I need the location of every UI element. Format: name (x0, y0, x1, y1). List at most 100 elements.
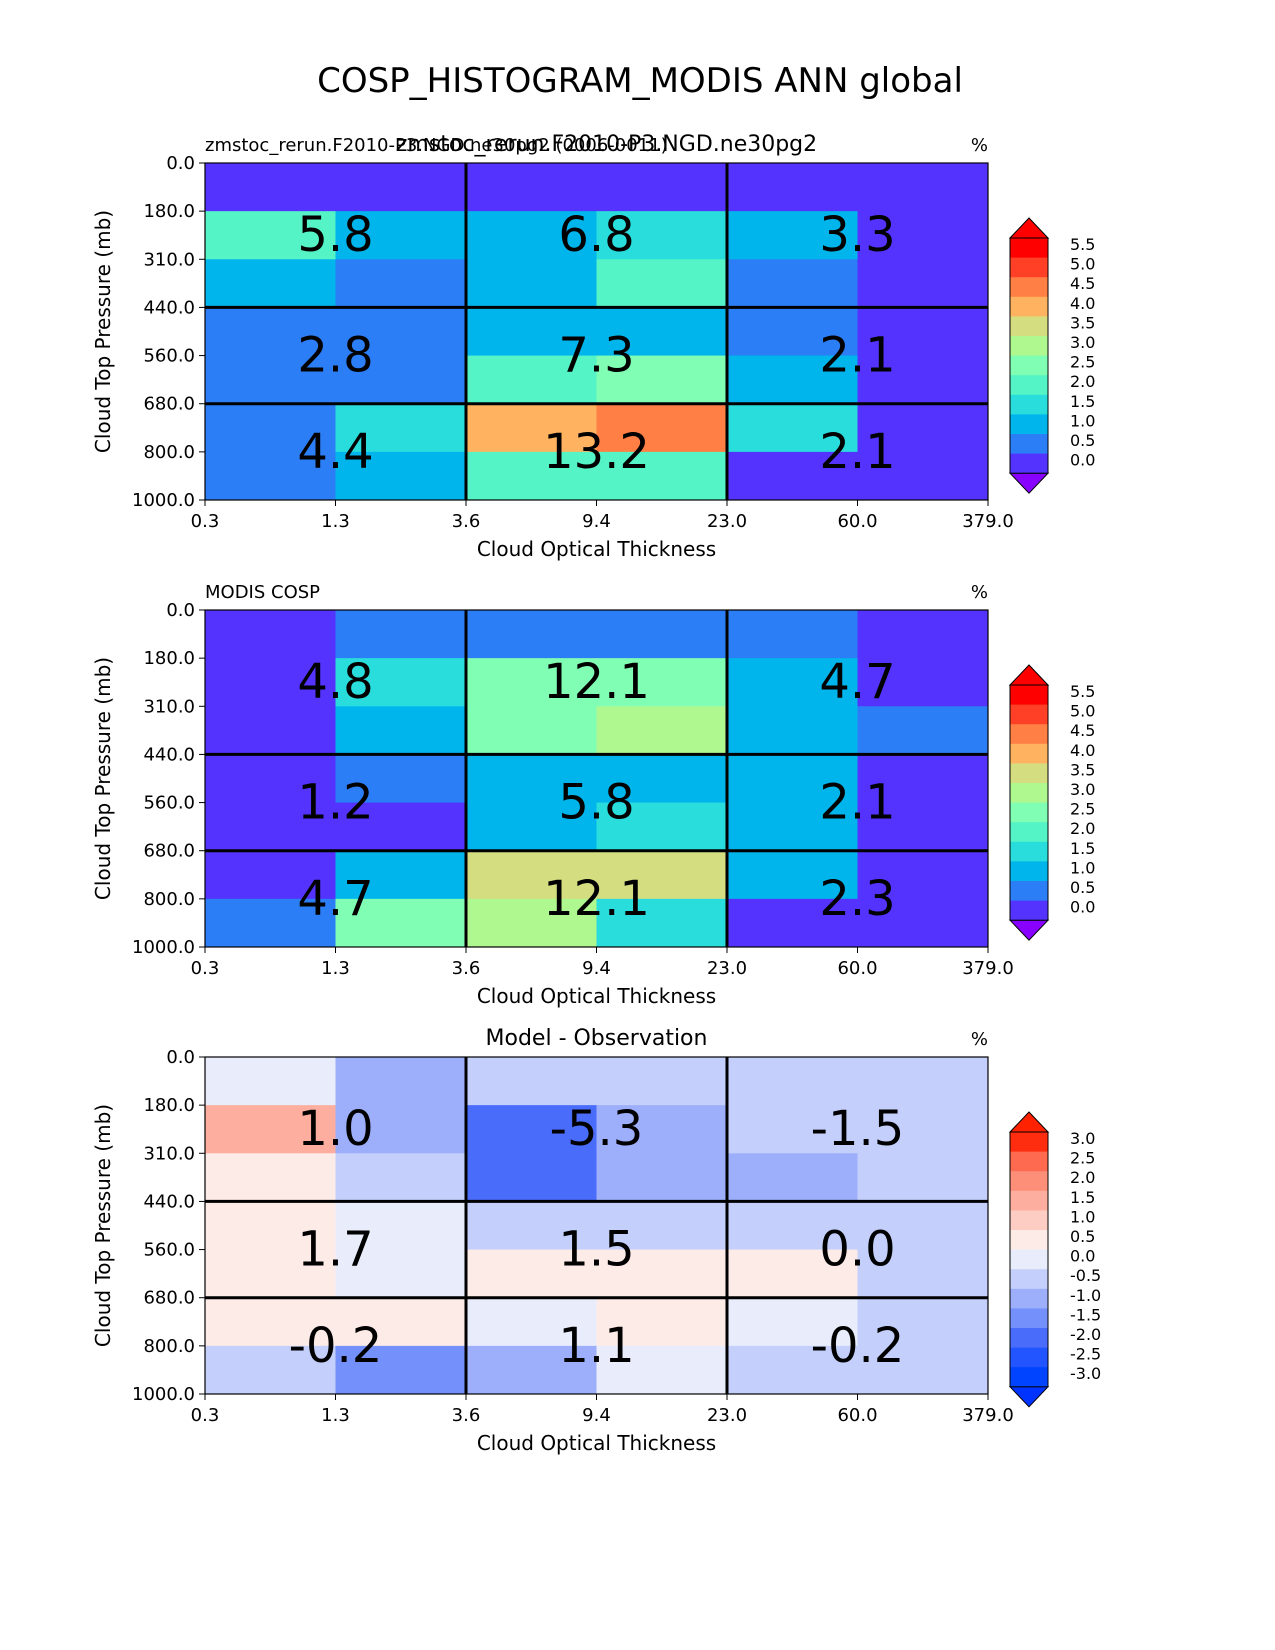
colorbar-segment (1010, 1328, 1048, 1349)
colorbar-tick-label: 2.0 (1070, 1168, 1095, 1187)
heatmap-cell (857, 1297, 989, 1347)
colorbar-tick-label: 1.5 (1070, 1188, 1095, 1207)
x-tick-label: 9.4 (582, 511, 611, 532)
block-total-label: -0.2 (289, 1318, 383, 1374)
block-total-label: 4.7 (819, 654, 895, 710)
y-tick-label: 680.0 (143, 1288, 195, 1309)
heatmap-cell (596, 706, 728, 755)
y-axis-label: Cloud Top Pressure (mb) (91, 657, 115, 900)
heatmap-cell (335, 163, 467, 212)
colorbar-tick-label: -3.0 (1070, 1364, 1101, 1383)
y-tick-label: 1000.0 (132, 937, 195, 958)
colorbar-segment (1010, 453, 1048, 474)
colorbar-tick-label: 3.0 (1070, 333, 1095, 352)
heatmap-cell (335, 451, 467, 501)
colorbar-segment (1010, 1190, 1048, 1211)
colorbar-segment (1010, 375, 1048, 396)
colorbar-frame (1009, 1131, 1049, 1388)
colorbar-tick-label: 0.5 (1070, 431, 1095, 450)
heatmap-cell (857, 163, 989, 212)
heatmap-cell (596, 1105, 728, 1154)
heatmap-cell (727, 1057, 858, 1106)
colorbar: 3.02.52.01.51.00.50.0-0.5-1.0-1.5-2.0-2.… (1008, 1111, 1101, 1408)
heatmap-cell (466, 1057, 597, 1106)
colorbar-segment (1010, 277, 1048, 298)
y-tick-label: 800.0 (143, 889, 195, 910)
colorbar-frame (1009, 684, 1049, 921)
colorbar-extend-top (1008, 1111, 1050, 1133)
colorbar-tick-label: -0.5 (1070, 1266, 1101, 1285)
colorbar-segment (1010, 355, 1048, 376)
colorbar-tick-label: 2.5 (1070, 353, 1095, 372)
heatmap-cell (596, 1345, 728, 1395)
colorbar-segment (1010, 724, 1048, 745)
block-total-label: 2.1 (819, 328, 895, 384)
x-tick-label: 23.0 (707, 958, 747, 979)
y-tick-label: 310.0 (143, 1143, 195, 1164)
colorbar-segment (1010, 1151, 1048, 1172)
block-total-label: 1.1 (558, 1318, 634, 1374)
heatmap-cell (596, 802, 728, 852)
heatmap-cell (857, 754, 989, 804)
heatmap-cell (596, 754, 728, 804)
block-total-label: 2.1 (819, 424, 895, 480)
x-tick-label: 9.4 (582, 1405, 611, 1426)
x-tick-label: 3.6 (452, 1405, 481, 1426)
block-total-label: 2.1 (819, 775, 895, 831)
heatmap-cell (857, 1153, 989, 1202)
heatmap-cell (857, 403, 989, 453)
heatmap-cell (466, 1105, 597, 1154)
heatmap-cell (205, 802, 336, 852)
heatmap-cell (205, 1297, 336, 1347)
heatmap-cell (466, 802, 597, 852)
colorbar-segment (1010, 783, 1048, 804)
heatmap-cell (596, 658, 728, 707)
heatmap-cell (857, 307, 989, 357)
heatmap-cell (727, 754, 858, 804)
colorbar-segment (1010, 1132, 1048, 1153)
block-total-label: 5.8 (558, 775, 634, 831)
panel-2: MODIS COSP % 4.8 12.1 4.7 1.2 5.8 2.1 4.7 12.1 2.3… (91, 582, 1095, 1008)
heatmap-cell (335, 754, 467, 804)
colorbar-tick-label: 1.0 (1070, 411, 1095, 430)
heatmap-cell (466, 403, 597, 453)
heatmap-cell (466, 850, 597, 900)
heatmap-cell (857, 1105, 989, 1154)
x-tick-label: 3.6 (452, 958, 481, 979)
x-tick-label: 0.3 (191, 511, 220, 532)
heatmap-cell (466, 307, 597, 357)
heatmap-cell (335, 850, 467, 900)
heatmap-cell (596, 259, 728, 308)
colorbar-tick-label: 0.0 (1070, 1247, 1095, 1266)
heatmap-cell (335, 1249, 467, 1299)
y-tick-label: 180.0 (143, 1095, 195, 1116)
heatmap-cell (466, 259, 597, 308)
y-tick-label: 440.0 (143, 297, 195, 318)
panel-1: zmstoc_rerun.F2010-P3.NGD.ne30pg2 (0006-… (91, 132, 1095, 561)
colorbar-tick-label: 1.5 (1070, 839, 1095, 858)
colorbar-tick-label: 1.5 (1070, 392, 1095, 411)
heatmap-cell (857, 1201, 989, 1251)
heatmap-cell (335, 706, 467, 755)
heatmap-cell (596, 850, 728, 900)
heatmap-cell (335, 259, 467, 308)
colorbar-tick-label: -1.5 (1070, 1305, 1101, 1324)
colorbar-segment (1010, 763, 1048, 784)
block-total-label: -1.5 (811, 1101, 905, 1157)
colorbar-segment (1010, 1171, 1048, 1192)
heatmap-cell (727, 211, 858, 260)
y-axis-label: Cloud Top Pressure (mb) (91, 210, 115, 453)
x-tick-label: 0.3 (191, 1405, 220, 1426)
block-total-label: 4.4 (297, 424, 373, 480)
heatmap-cell (466, 355, 597, 405)
colorbar-frame (1009, 237, 1049, 474)
colorbar-tick-label: -2.5 (1070, 1345, 1101, 1364)
heatmap-cell (335, 307, 467, 357)
heatmap-cell (596, 1297, 728, 1347)
block-total-label: 2.3 (819, 871, 895, 927)
heatmap-cell (466, 211, 597, 260)
block-total-label: 6.8 (558, 207, 634, 263)
heatmap-cell (205, 163, 336, 212)
colorbar-segment (1010, 802, 1048, 823)
block-total-label: 12.1 (543, 871, 650, 927)
